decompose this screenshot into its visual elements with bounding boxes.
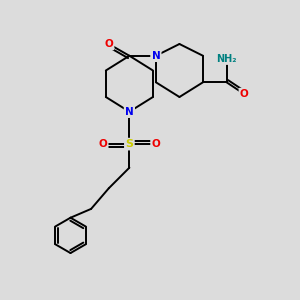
Text: O: O — [152, 139, 160, 149]
Text: O: O — [98, 139, 107, 149]
Text: O: O — [240, 89, 249, 99]
Text: S: S — [125, 139, 134, 149]
Text: N: N — [152, 51, 160, 61]
Text: NH₂: NH₂ — [216, 54, 237, 64]
Text: N: N — [125, 107, 134, 117]
Text: O: O — [104, 39, 113, 49]
